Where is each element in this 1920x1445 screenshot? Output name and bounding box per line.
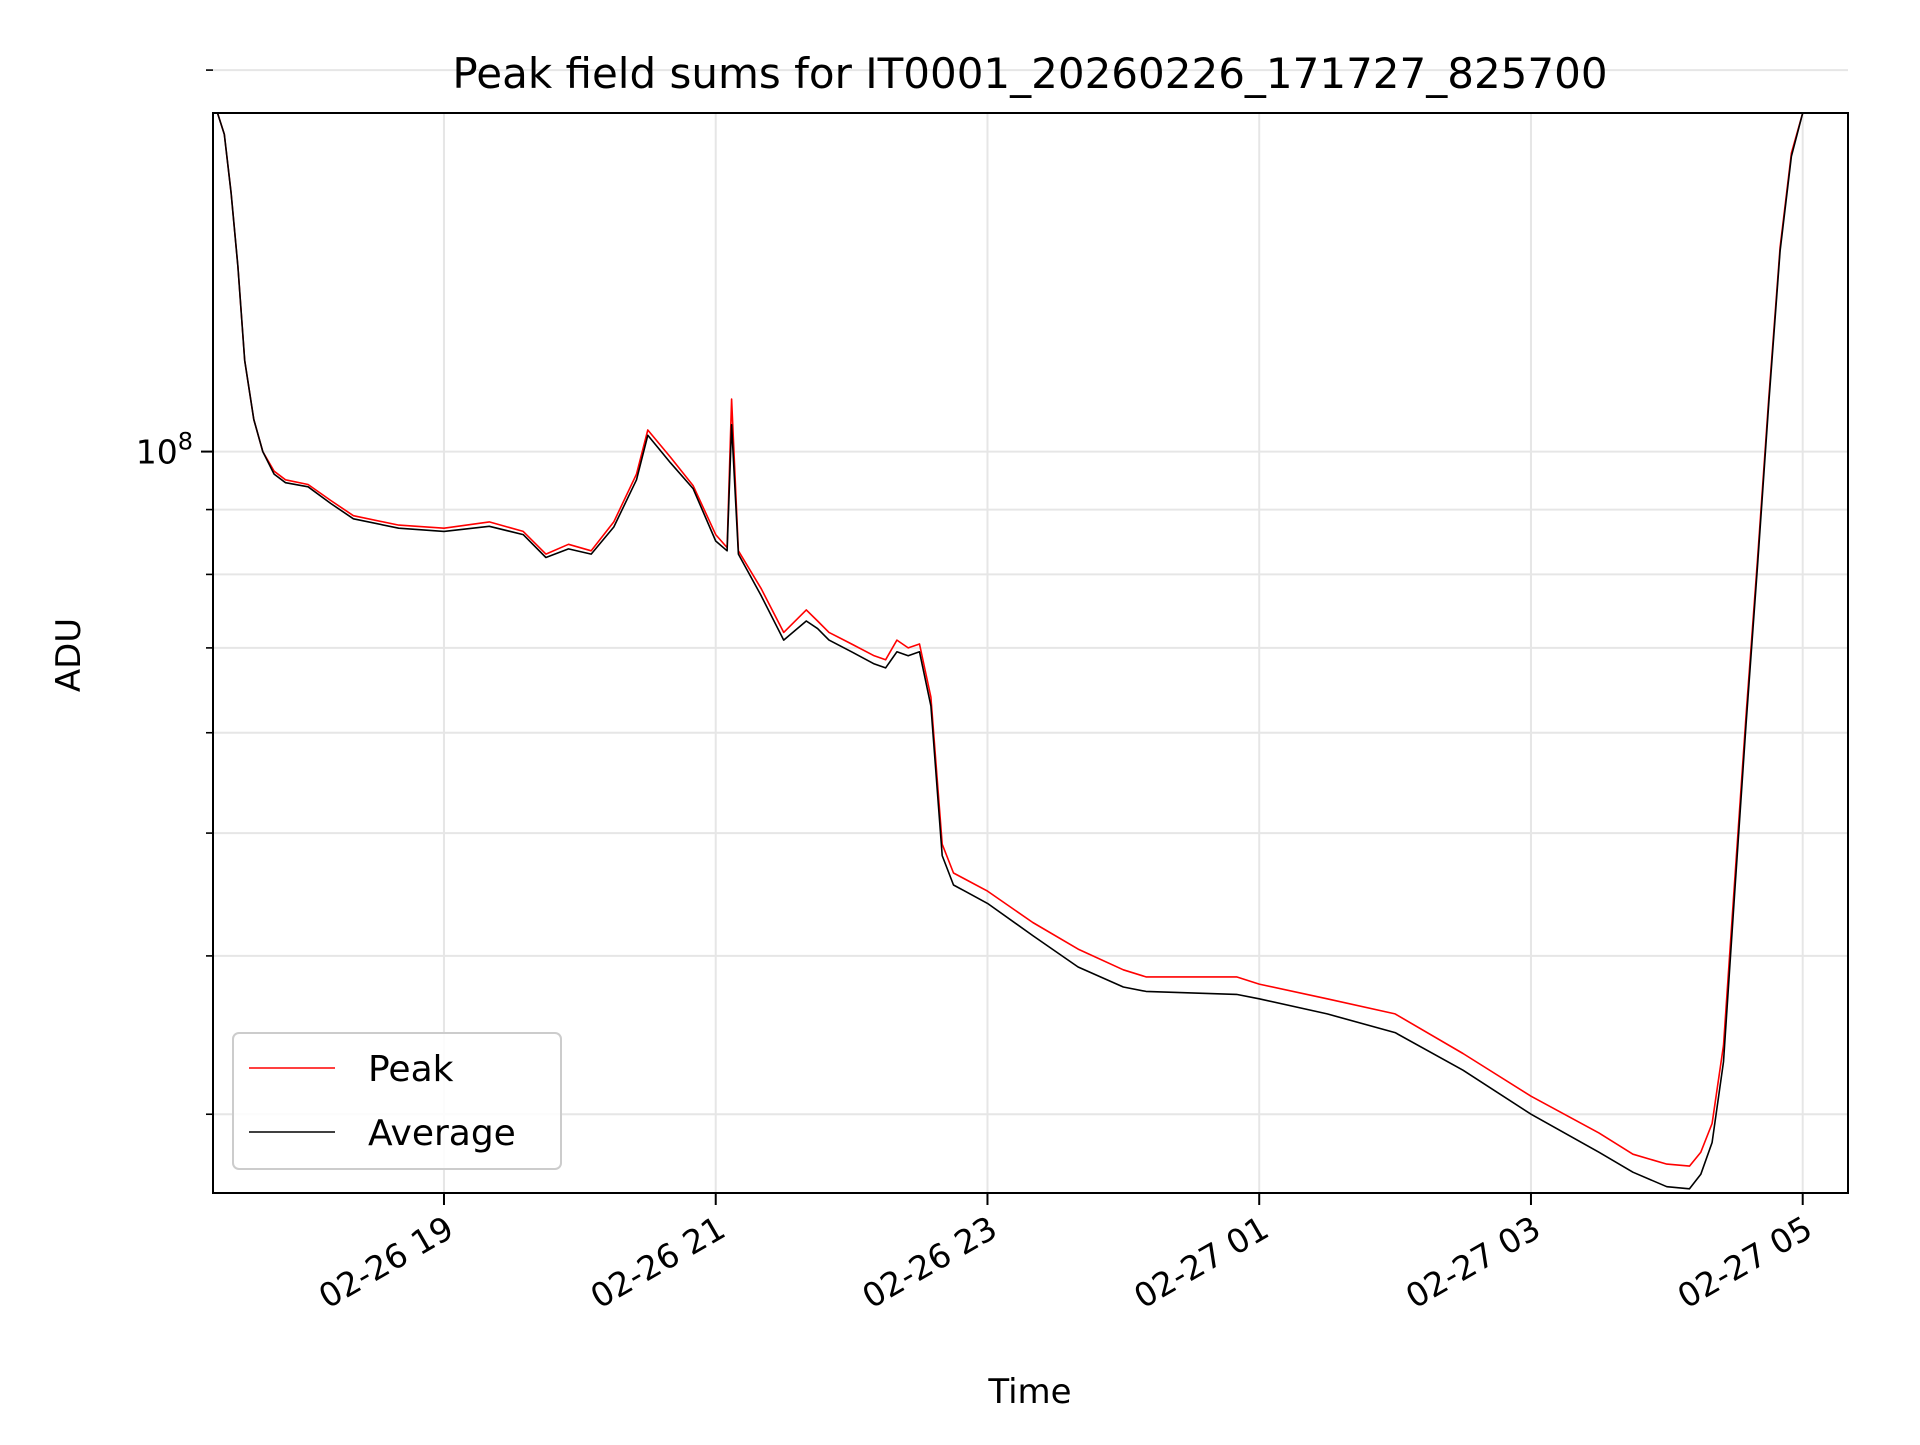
plot-frame <box>212 112 1849 1194</box>
legend-peak-label: Peak <box>368 1049 454 1090</box>
series-line-average <box>216 113 1804 1190</box>
x-axis-label: Time <box>987 1372 1071 1412</box>
series-line-peak <box>216 113 1804 1167</box>
legend: Peak Average <box>232 1032 562 1170</box>
y-axis-label: ADU <box>49 618 89 692</box>
y-tick-label: 108 <box>136 428 193 472</box>
legend-average-label: Average <box>368 1113 516 1154</box>
series-layer <box>216 113 1804 1190</box>
grid <box>213 69 1848 1193</box>
chart-title: Peak field sums for IT0001_20260226_1717… <box>452 49 1607 98</box>
legend-box <box>232 1032 562 1170</box>
